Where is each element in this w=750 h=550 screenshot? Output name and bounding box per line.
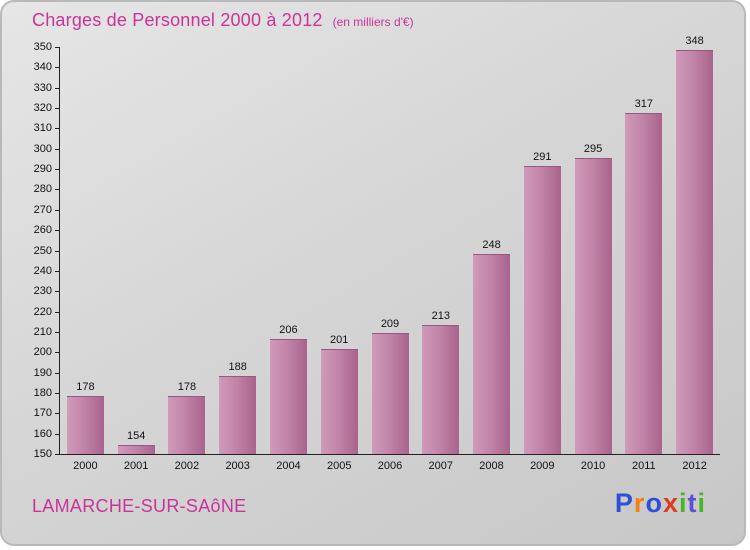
bar-2001 bbox=[117, 444, 155, 454]
y-axis-tick-mark bbox=[55, 87, 60, 89]
y-axis-tick-label: 220 bbox=[33, 305, 52, 318]
x-axis-label-2000: 2000 bbox=[73, 460, 98, 472]
y-axis-tick-label: 290 bbox=[33, 163, 52, 176]
y-axis-tick-mark bbox=[55, 67, 60, 69]
y-axis-tick-label: 320 bbox=[33, 102, 52, 115]
bar-2003 bbox=[219, 375, 257, 454]
x-axis-label-2003: 2003 bbox=[225, 460, 250, 472]
logo-letter: x bbox=[662, 488, 679, 518]
y-axis-tick-mark bbox=[55, 291, 60, 293]
bar-2012 bbox=[676, 50, 714, 454]
bar-2007 bbox=[422, 324, 460, 454]
y-axis-tick-label: 310 bbox=[33, 122, 52, 135]
bar-2011 bbox=[625, 113, 663, 454]
place-name: LAMARCHE-SUR-SAôNE bbox=[32, 496, 247, 516]
chart-subtitle: (en milliers d'€) bbox=[332, 15, 414, 29]
chart-title: Charges de Personnel 2000 à 2012 bbox=[32, 10, 323, 30]
bar-2002 bbox=[168, 396, 206, 454]
y-axis-tick-mark bbox=[55, 47, 60, 48]
bar-2008 bbox=[473, 253, 511, 454]
y-axis-tick-label: 170 bbox=[33, 407, 52, 420]
logo-letter: r bbox=[633, 488, 646, 518]
y-axis-tick-mark bbox=[55, 189, 60, 191]
logo-letter: t bbox=[687, 488, 698, 518]
y-axis-tick-mark bbox=[55, 372, 60, 374]
y-axis-tick-mark bbox=[55, 454, 60, 455]
bar-2009 bbox=[523, 166, 561, 454]
y-axis-tick-mark bbox=[55, 433, 60, 435]
x-axis-label-2006: 2006 bbox=[377, 460, 403, 472]
y-axis-tick-label: 150 bbox=[33, 448, 52, 460]
bar-value-label: 295 bbox=[583, 142, 603, 155]
y-axis-tick-mark bbox=[55, 331, 60, 333]
proxiti-logo: Proxiti bbox=[615, 488, 706, 519]
bar-2005 bbox=[320, 349, 358, 454]
y-axis-tick-label: 250 bbox=[33, 244, 52, 257]
y-axis-tick-label: 200 bbox=[33, 346, 52, 359]
y-axis-tick-mark bbox=[55, 209, 60, 211]
y-axis-tick-label: 160 bbox=[33, 427, 52, 440]
bar-value-label: 154 bbox=[126, 429, 146, 442]
y-axis-tick-label: 300 bbox=[33, 142, 52, 155]
y-axis-tick-label: 260 bbox=[33, 224, 52, 237]
y-axis-tick-label: 280 bbox=[33, 183, 52, 196]
plot-area: 150 160 170 180 190 200 210 220 230 240 250 260 270 2… bbox=[34, 35, 720, 472]
y-axis-tick-mark bbox=[55, 270, 60, 272]
bar-value-label: 178 bbox=[177, 381, 197, 394]
y-axis-tick-label: 230 bbox=[33, 285, 52, 298]
y-axis-tick-mark bbox=[55, 230, 60, 232]
bar-2010 bbox=[574, 157, 612, 454]
bar-value-label: 291 bbox=[533, 151, 552, 164]
y-axis-tick-label: 240 bbox=[33, 264, 52, 277]
y-axis-tick-mark bbox=[55, 352, 60, 354]
bar-value-label: 209 bbox=[380, 317, 400, 330]
y-axis-tick-mark bbox=[55, 148, 60, 150]
logo-letter: o bbox=[645, 488, 663, 518]
bar-value-label: 317 bbox=[634, 98, 654, 111]
y-axis-tick-mark bbox=[55, 108, 60, 110]
logo-letter: i bbox=[678, 488, 688, 518]
y-axis-tick-label: 180 bbox=[33, 386, 52, 399]
y-axis-tick-label: 270 bbox=[33, 203, 52, 216]
x-axis-label-2004: 2004 bbox=[276, 460, 301, 472]
y-axis-tick-mark bbox=[55, 311, 60, 313]
x-axis-label-2009: 2009 bbox=[530, 460, 555, 472]
bar-2006 bbox=[371, 332, 409, 454]
y-axis-tick-label: 190 bbox=[33, 366, 52, 379]
bar-value-label: 348 bbox=[685, 35, 704, 48]
bar-value-label: 201 bbox=[330, 334, 349, 347]
x-axis-label-2005: 2005 bbox=[326, 460, 352, 472]
bar-value-label: 178 bbox=[76, 381, 95, 394]
y-axis-tick-label: 350 bbox=[33, 41, 52, 53]
x-axis-label-2011: 2011 bbox=[632, 460, 656, 472]
x-axis-label-2007: 2007 bbox=[428, 460, 453, 472]
bar-value-label: 206 bbox=[279, 324, 298, 337]
y-axis-tick-mark bbox=[55, 128, 60, 130]
x-axis-label-2010: 2010 bbox=[580, 460, 606, 472]
y-axis-tick-label: 210 bbox=[33, 325, 52, 338]
y-axis-tick-mark bbox=[55, 413, 60, 415]
x-axis-label-2008: 2008 bbox=[479, 460, 504, 472]
bar-value-label: 188 bbox=[228, 360, 247, 373]
bar-2000 bbox=[66, 396, 104, 454]
bar-value-label: 248 bbox=[482, 238, 501, 251]
x-axis-label-2002: 2002 bbox=[174, 460, 200, 472]
y-axis-tick-mark bbox=[55, 392, 60, 394]
y-axis-tick-label: 330 bbox=[33, 81, 52, 94]
y-axis-tick-mark bbox=[55, 250, 60, 252]
bar-value-label: 213 bbox=[431, 309, 450, 322]
y-axis-tick-label: 340 bbox=[33, 61, 52, 74]
x-axis-label-2001: 2001 bbox=[123, 460, 149, 472]
chart-header: Charges de Personnel 2000 à 2012 (en mill… bbox=[32, 10, 414, 31]
y-axis-tick-mark bbox=[55, 169, 60, 171]
logo-letter: P bbox=[614, 488, 634, 518]
bar-2004 bbox=[269, 339, 307, 454]
logo-letter: i bbox=[697, 488, 706, 518]
x-axis-label-2012: 2012 bbox=[682, 460, 707, 472]
